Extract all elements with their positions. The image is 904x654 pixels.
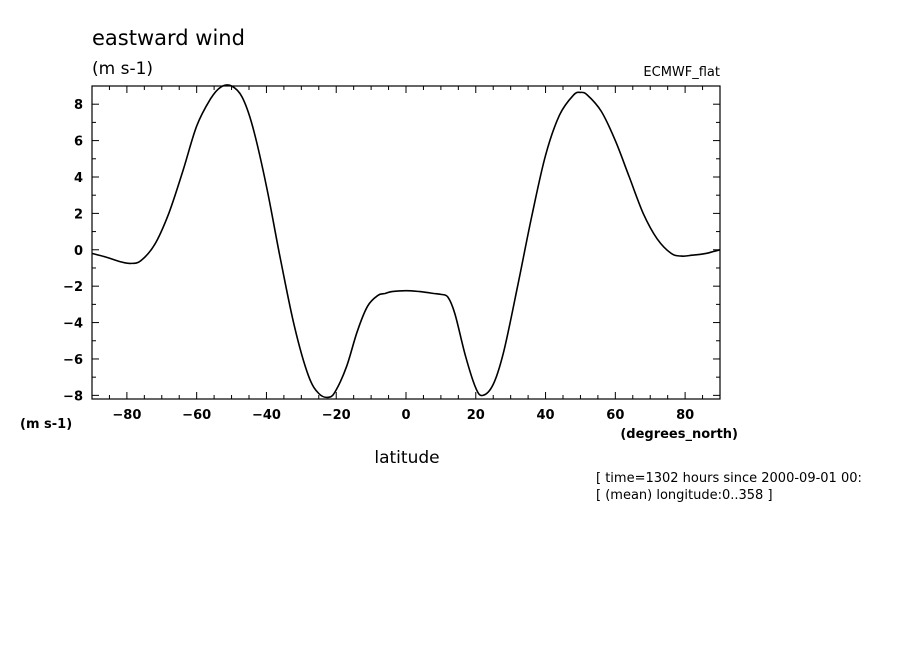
x-tick-label: −60: [182, 408, 211, 423]
x-tick-label: 60: [606, 408, 624, 423]
info-line-time: [ time=1302 hours since 2000-09-01 00:: [596, 471, 862, 486]
series-group: [91, 84, 721, 399]
x-tick-label: 40: [537, 408, 555, 423]
y-tick-label: −2: [63, 280, 83, 295]
series-line-eastward-wind: [91, 84, 721, 399]
x-tick-label: −20: [322, 408, 351, 423]
plot-axes: [91, 85, 721, 400]
chart-title: eastward wind: [92, 26, 245, 50]
info-line-longitude: [ (mean) longitude:0..358 ]: [596, 488, 773, 503]
x-tick-label: 20: [467, 408, 485, 423]
x-tick-label: 0: [401, 408, 410, 423]
y-tick-label: −6: [63, 353, 83, 368]
x-tick-label: 80: [676, 408, 694, 423]
x-tick-label: −40: [252, 408, 281, 423]
y-tick-label: 0: [74, 244, 83, 259]
x-tick-label: −80: [112, 408, 141, 423]
x-axis-label: latitude: [374, 448, 439, 468]
dataset-label: ECMWF_flat: [643, 65, 720, 80]
y-tick-label: 6: [74, 135, 83, 150]
y-tick-label: −4: [63, 317, 83, 332]
x-units-label: (degrees_north): [620, 427, 738, 442]
y-tick-label: 8: [74, 98, 83, 113]
y-axis-ticks: −8 −6 −4 −2 0 2 4 6 8: [63, 85, 720, 404]
chart-units: (m s-1): [92, 59, 153, 79]
x-axis-ticks: −80 −60 −40 −20 0 20 40 60 80: [108, 86, 704, 423]
y-tick-label: −8: [63, 389, 83, 404]
y-tick-label: 2: [74, 207, 83, 222]
y-tick-label: 4: [74, 171, 83, 186]
plot-frame: [91, 85, 721, 400]
y-units-label: (m s-1): [20, 417, 72, 432]
